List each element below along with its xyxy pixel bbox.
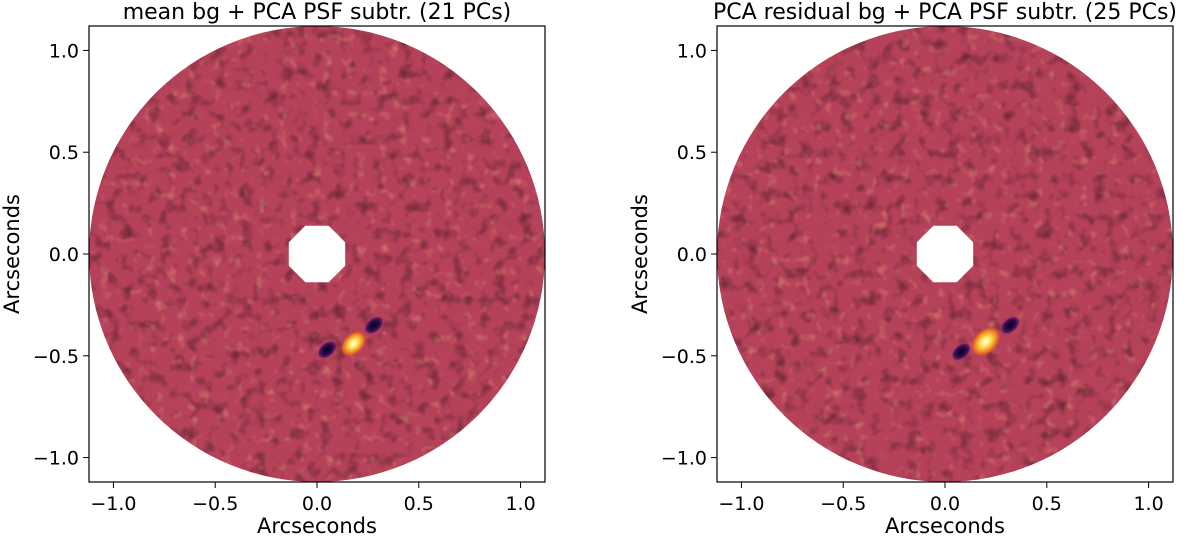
left-x-tick-label: 1.0 bbox=[505, 493, 535, 515]
left-y-tick-label: 0.5 bbox=[49, 142, 79, 164]
right-dark-lobe-2 bbox=[1000, 316, 1020, 335]
right-y-tick-label: 1.0 bbox=[677, 40, 707, 62]
right-x-tick-label: −0.5 bbox=[820, 493, 866, 515]
left-ticks: −1.0 −0.5 0.0 0.5 1.0 −1.0 −0.5 0.0 0.5 1.0 bbox=[33, 40, 536, 515]
left-bright-source bbox=[340, 330, 367, 357]
right-dark-lobe-1 bbox=[951, 342, 972, 361]
left-x-tick-label: 0.0 bbox=[302, 493, 332, 515]
right-x-tick-label: 0.5 bbox=[1032, 493, 1062, 515]
left-dark-lobe-2 bbox=[364, 316, 384, 335]
right-y-tick-label: 0.5 bbox=[677, 142, 707, 164]
panel-right: −1.0 −0.5 0.0 0.5 1.0 −1.0 −0.5 0.0 0.5 1.0 PCA r… bbox=[628, 0, 1177, 538]
panel-left: −1.0 −0.5 0.0 0.5 1.0 −1.0 −0.5 0.0 0.5 1.0 mean … bbox=[0, 0, 546, 538]
left-image bbox=[89, 26, 545, 482]
right-y-axis-label: Arcseconds bbox=[628, 194, 652, 314]
left-dark-lobe-1 bbox=[317, 340, 337, 359]
left-panel-title: mean bg + PCA PSF subtr. (21 PCs) bbox=[123, 0, 512, 25]
right-central-mask bbox=[916, 225, 974, 283]
right-x-tick-label: 1.0 bbox=[1133, 493, 1163, 515]
right-x-tick-label: −1.0 bbox=[718, 493, 764, 515]
right-y-tick-label: −1.0 bbox=[661, 448, 707, 470]
left-y-tick-label: −0.5 bbox=[33, 346, 79, 368]
right-ticks: −1.0 −0.5 0.0 0.5 1.0 −1.0 −0.5 0.0 0.5 1.0 bbox=[661, 40, 1164, 515]
right-x-axis-label: Arcseconds bbox=[885, 514, 1005, 538]
right-bright-source bbox=[970, 326, 1001, 357]
right-y-tick-label: −0.5 bbox=[661, 346, 707, 368]
left-y-tick-label: −1.0 bbox=[33, 448, 79, 470]
right-panel-title: PCA residual bg + PCA PSF subtr. (25 PCs… bbox=[713, 0, 1177, 25]
right-image bbox=[717, 26, 1173, 482]
right-x-tick-label: 0.0 bbox=[930, 493, 960, 515]
left-y-tick-label: 1.0 bbox=[49, 40, 79, 62]
left-central-mask bbox=[288, 225, 346, 283]
left-x-tick-label: −1.0 bbox=[90, 493, 136, 515]
left-x-tick-label: 0.5 bbox=[404, 493, 434, 515]
left-x-tick-label: −0.5 bbox=[192, 493, 238, 515]
left-x-axis-label: Arcseconds bbox=[257, 514, 377, 538]
right-y-tick-label: 0.0 bbox=[677, 244, 707, 266]
left-y-axis-label: Arcseconds bbox=[0, 194, 24, 314]
left-y-tick-label: 0.0 bbox=[49, 244, 79, 266]
